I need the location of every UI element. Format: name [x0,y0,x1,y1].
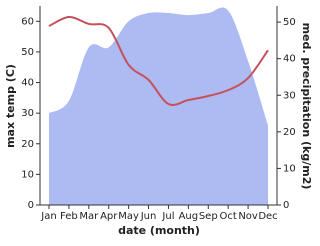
y2-tick-label: 0 [283,200,289,211]
x-tick-label: Nov [238,211,258,222]
y2-tick-label: 50 [283,17,296,28]
y2-tick-label: 20 [283,127,296,138]
y-axis-label: max temp (C) [4,64,17,148]
y-tick-label: 60 [21,16,34,27]
y-tick-label: 20 [21,139,34,150]
x-tick-label: Jul [161,211,174,222]
y-tick-label: 0 [28,200,34,211]
y2-tick-label: 40 [283,54,296,65]
x-tick-label: Apr [100,211,118,222]
x-tick-label: Aug [179,211,199,222]
x-tick-label: Dec [258,211,277,222]
y2-axis-label: med. precipitation (kg/m2) [300,23,313,190]
y-tick-label: 10 [21,169,34,180]
y-tick-label: 50 [21,47,34,58]
x-tick-label: Jan [40,211,56,222]
x-tick-label: Oct [220,211,237,222]
temp-area [49,7,268,206]
y-tick-label: 30 [21,108,34,119]
x-axis-label: date (month) [118,224,200,237]
chart: date (month) max temp (C) med. precipita… [4,6,313,237]
x-tick-label: May [118,211,139,222]
y2-tick-label: 30 [283,90,296,101]
precip-line [48,15,269,107]
x-tick-label: Sep [199,211,218,222]
x-tick-label: Jun [140,211,157,222]
y-tick-label: 40 [21,78,34,89]
x-tick-label: Mar [79,211,99,222]
x-tick-label: Feb [60,211,78,222]
y2-tick-label: 10 [283,163,296,174]
